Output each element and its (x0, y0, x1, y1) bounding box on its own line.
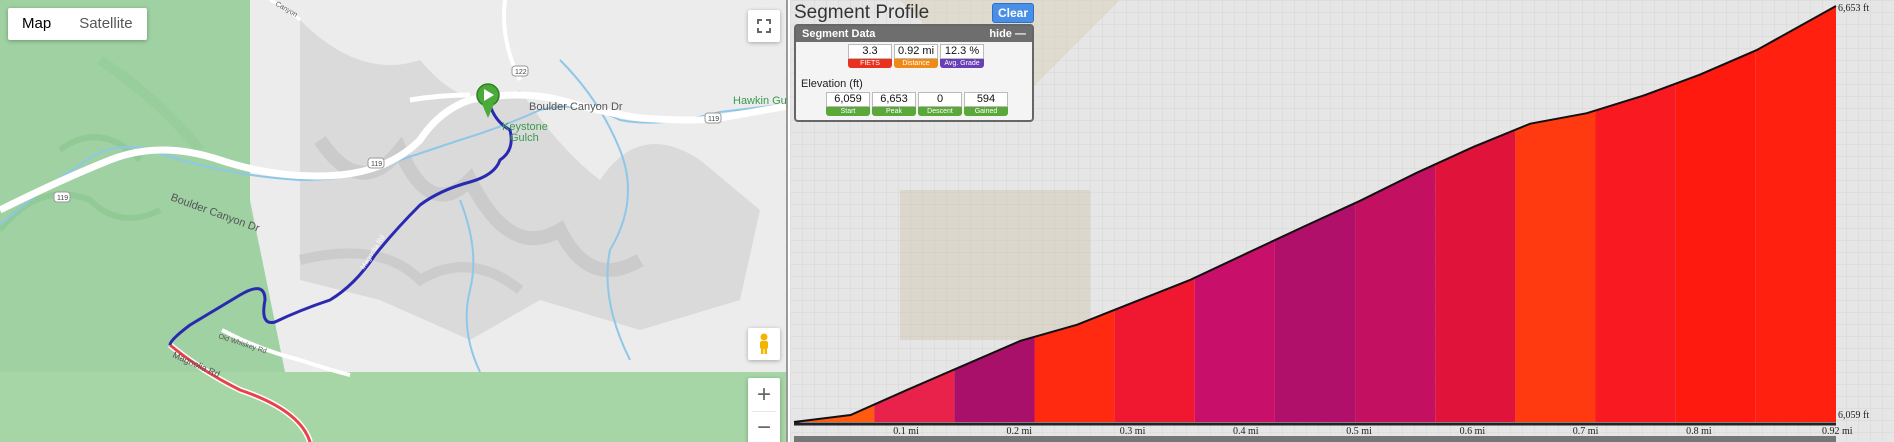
descent-label: Descent (918, 107, 962, 116)
route-shield-122: 122 (515, 69, 527, 76)
descent-value: 0 (918, 92, 962, 107)
clear-button[interactable]: Clear (992, 3, 1034, 23)
distance-label: Distance (894, 59, 938, 68)
grade-band (1355, 164, 1436, 423)
page-title: Segment Profile (794, 2, 930, 23)
gained-label: Gained (964, 107, 1008, 116)
elevation-axis-bottom: 6,059 ft (1838, 410, 1870, 421)
x-tick-label: 0.4 mi (1233, 426, 1259, 437)
fiets-value: 3.3 (848, 44, 892, 59)
x-tick-label: 0.3 mi (1120, 426, 1146, 437)
fiets-stat: 3.3 FIETS (848, 44, 892, 68)
map-type-satellite-button[interactable]: Satellite (79, 15, 133, 32)
collapse-icon: — (1015, 28, 1026, 40)
zoom-in-button[interactable]: + (756, 380, 771, 408)
route-shield-119: 119 (57, 195, 68, 202)
profile-scrollbar[interactable] (794, 436, 1836, 442)
grade-band (1755, 6, 1836, 422)
elevation-label: Elevation (ft) (801, 78, 863, 90)
hide-label: hide (989, 28, 1012, 40)
x-tick-label: 0.7 mi (1573, 426, 1599, 437)
zoom-divider (752, 410, 776, 412)
street-view-pegman-button[interactable] (748, 328, 780, 360)
road-label: Boulder Canyon Dr (529, 101, 623, 113)
grade-band (794, 404, 875, 422)
grade-band (954, 336, 1035, 422)
zoom-control: + − (748, 378, 780, 442)
segment-data-title: Segment Data (802, 28, 876, 40)
segment-data-box: Segment Data hide — 3.3 FIETS 0.92 mi Di… (794, 24, 1034, 122)
map-panel[interactable]: Boulder Canyon Dr Boulder Canyon Dr Hawk… (0, 0, 788, 442)
x-tick-label: 0.1 mi (893, 426, 919, 437)
zoom-out-button[interactable]: − (756, 413, 771, 441)
x-tick-label: 0.5 mi (1346, 426, 1372, 437)
gained-stat: 594 Gained (964, 92, 1008, 116)
grade-stat: 12.3 % Avg. Grade (940, 44, 984, 68)
fiets-label: FIETS (848, 59, 892, 68)
pegman-icon (760, 333, 768, 354)
distance-value: 0.92 mi (894, 44, 938, 59)
descent-stat: 0 Descent (918, 92, 962, 116)
distance-stat: 0.92 mi Distance (894, 44, 938, 68)
grade-band (1274, 203, 1356, 422)
grade-label: Avg. Grade (940, 59, 984, 68)
fullscreen-button[interactable] (748, 10, 780, 42)
elevation-axis-top: 6,653 ft (1838, 3, 1870, 14)
peak-stat: 6,653 Peak (872, 92, 916, 116)
x-tick-label: 0.92 mi (1822, 426, 1853, 437)
grade-band (1675, 50, 1756, 422)
place-label: Hawkin Gul (733, 95, 788, 107)
grade-band (1034, 309, 1115, 422)
map-canvas[interactable]: Boulder Canyon Dr Boulder Canyon Dr Hawk… (0, 0, 788, 442)
route-shield-119: 119 (371, 161, 382, 168)
gained-value: 594 (964, 92, 1008, 107)
segment-profile-panel: 0.1 mi 0.2 mi 0.3 mi 0.4 mi 0.5 mi 0.6 mi 0.7 … (790, 0, 1894, 442)
grade-band (1114, 277, 1195, 422)
map-type-map-button[interactable]: Map (22, 15, 52, 32)
grade-band (1595, 83, 1676, 422)
map-type-control: Map Satellite (8, 8, 147, 40)
grade-band (874, 369, 955, 422)
segment-data-header: Segment Data hide — (796, 26, 1032, 42)
peak-label: Peak (872, 107, 916, 116)
start-label: Start (826, 107, 870, 116)
peak-value: 6,653 (872, 92, 916, 107)
grade-band (1515, 110, 1596, 422)
x-tick-label: 0.6 mi (1460, 426, 1486, 437)
x-tick-label: 0.8 mi (1686, 426, 1712, 437)
place-label: Keystone (502, 121, 548, 133)
grade-value: 12.3 % (940, 44, 984, 59)
elevation-profile-chart: 0.1 mi 0.2 mi 0.3 mi 0.4 mi 0.5 mi 0.6 mi 0.7 … (793, 5, 1853, 442)
x-tick-label: 0.2 mi (1007, 426, 1033, 437)
place-label: Gulch (510, 132, 539, 144)
grade-band (1435, 129, 1516, 422)
route-shield-119: 119 (708, 116, 719, 123)
hide-toggle[interactable]: hide — (989, 28, 1026, 40)
grade-band (1194, 240, 1275, 422)
fullscreen-icon (757, 19, 771, 33)
start-stat: 6,059 Start (826, 92, 870, 116)
start-value: 6,059 (826, 92, 870, 107)
elevation-line (793, 5, 1837, 423)
